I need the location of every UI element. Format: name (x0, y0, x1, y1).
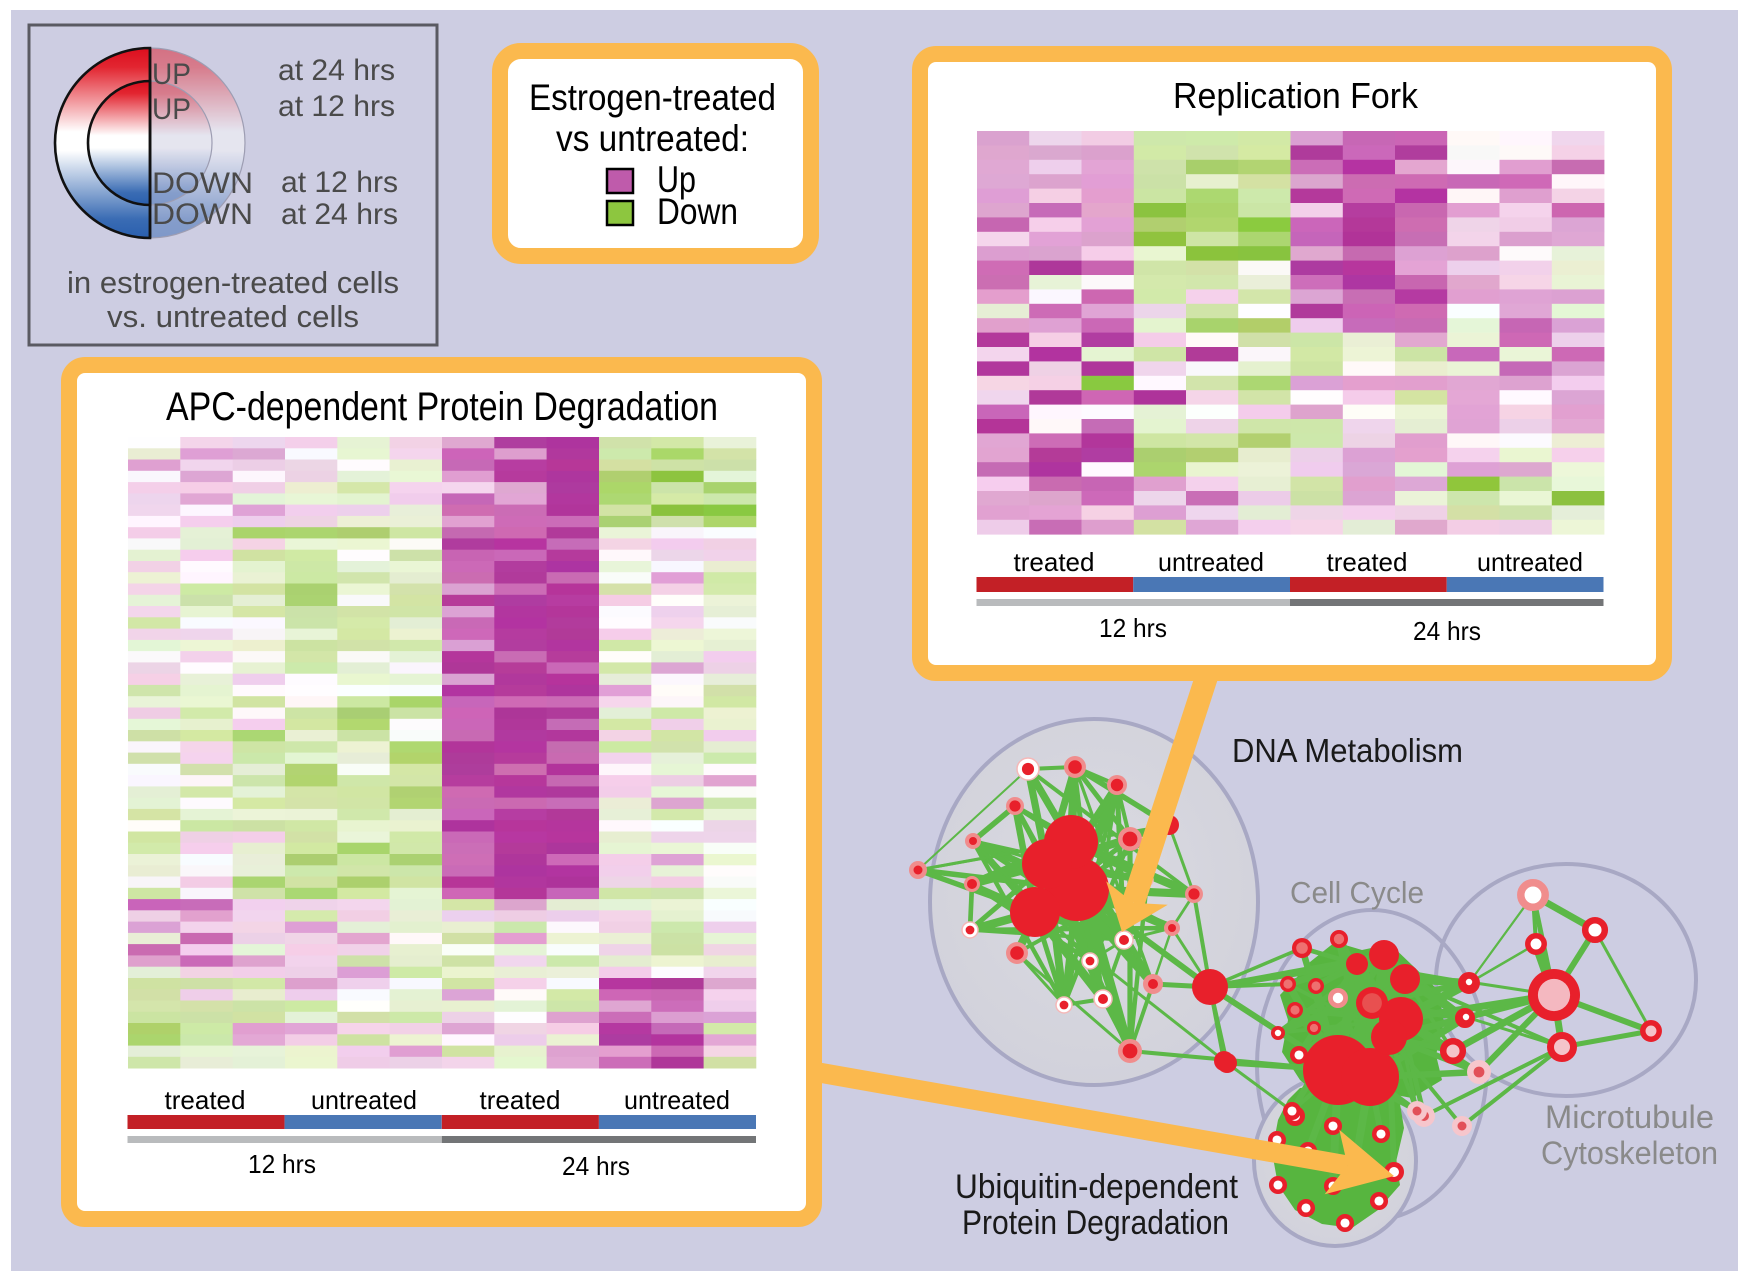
svg-text:untreated: untreated (1477, 547, 1583, 577)
svg-text:Ubiquitin-dependent: Ubiquitin-dependent (955, 1168, 1239, 1206)
svg-text:treated: treated (165, 1085, 246, 1115)
svg-text:Up: Up (657, 159, 696, 200)
svg-text:Microtubule: Microtubule (1545, 1099, 1714, 1135)
svg-text:at 24 hrs: at 24 hrs (278, 54, 395, 87)
svg-text:treated: treated (480, 1085, 561, 1115)
svg-text:UP: UP (152, 58, 191, 91)
svg-text:vs. untreated cells: vs. untreated cells (107, 299, 359, 334)
svg-text:Cytoskeleton: Cytoskeleton (1541, 1135, 1718, 1171)
svg-text:vs untreated:: vs untreated: (556, 118, 749, 159)
svg-text:APC-dependent Protein Degradat: APC-dependent Protein Degradation (166, 385, 718, 429)
svg-text:Cell Cycle: Cell Cycle (1290, 875, 1424, 910)
svg-text:UP: UP (152, 93, 191, 126)
svg-text:untreated: untreated (624, 1085, 730, 1115)
svg-text:treated: treated (1014, 547, 1095, 577)
svg-text:24 hrs: 24 hrs (1413, 616, 1481, 646)
svg-text:at 24 hrs: at 24 hrs (281, 198, 398, 231)
svg-text:Estrogen-treated: Estrogen-treated (529, 77, 776, 118)
svg-text:Replication Fork: Replication Fork (1173, 75, 1419, 116)
svg-text:12 hrs: 12 hrs (1099, 613, 1167, 643)
svg-text:DOWN: DOWN (152, 167, 253, 200)
svg-text:12 hrs: 12 hrs (248, 1149, 316, 1179)
svg-text:in estrogen-treated cells: in estrogen-treated cells (67, 265, 399, 300)
svg-text:Down: Down (657, 191, 738, 232)
svg-text:at 12 hrs: at 12 hrs (278, 90, 395, 123)
svg-text:untreated: untreated (1158, 547, 1264, 577)
svg-text:DOWN: DOWN (152, 198, 253, 231)
svg-text:at 12 hrs: at 12 hrs (281, 166, 398, 199)
svg-text:untreated: untreated (311, 1085, 417, 1115)
svg-text:treated: treated (1327, 547, 1408, 577)
svg-text:24 hrs: 24 hrs (562, 1151, 630, 1181)
svg-text:DNA Metabolism: DNA Metabolism (1232, 732, 1463, 769)
svg-text:Protein Degradation: Protein Degradation (962, 1204, 1229, 1242)
